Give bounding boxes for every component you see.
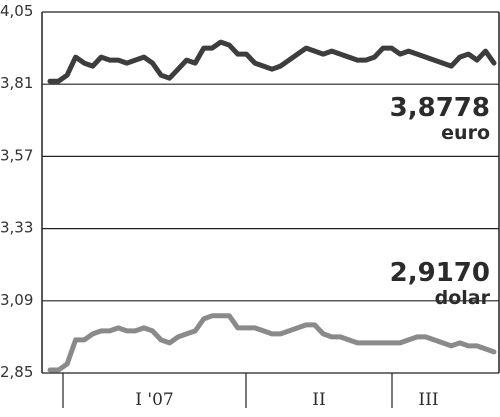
y-tick-label: 3,33	[0, 219, 33, 237]
axis-layer: 4,053,813,573,333,092,85I '07 II III	[0, 2, 500, 410]
y-tick-label: 3,57	[0, 146, 33, 164]
dolar-latest-value: 2,9170	[390, 258, 490, 288]
euro-series-label: euro	[441, 122, 490, 144]
dolar-series-line	[47, 313, 497, 373]
euro-series-line	[47, 39, 497, 84]
euro-latest-value: 3,8778	[390, 93, 490, 123]
y-tick-label: 3,81	[0, 74, 33, 92]
x-tick-label: I '07	[135, 390, 173, 410]
label-layer: 3,8778 euro 2,9170 dolar	[390, 93, 491, 309]
y-tick-label: 2,85	[0, 363, 33, 381]
x-tick-label: II	[312, 390, 325, 410]
y-tick-label: 4,05	[0, 2, 33, 20]
x-tick-label: III	[418, 390, 438, 410]
y-tick-label: 3,09	[0, 291, 33, 309]
series-layer	[47, 39, 497, 373]
dolar-series-label: dolar	[435, 287, 491, 309]
grid-layer	[42, 11, 499, 374]
